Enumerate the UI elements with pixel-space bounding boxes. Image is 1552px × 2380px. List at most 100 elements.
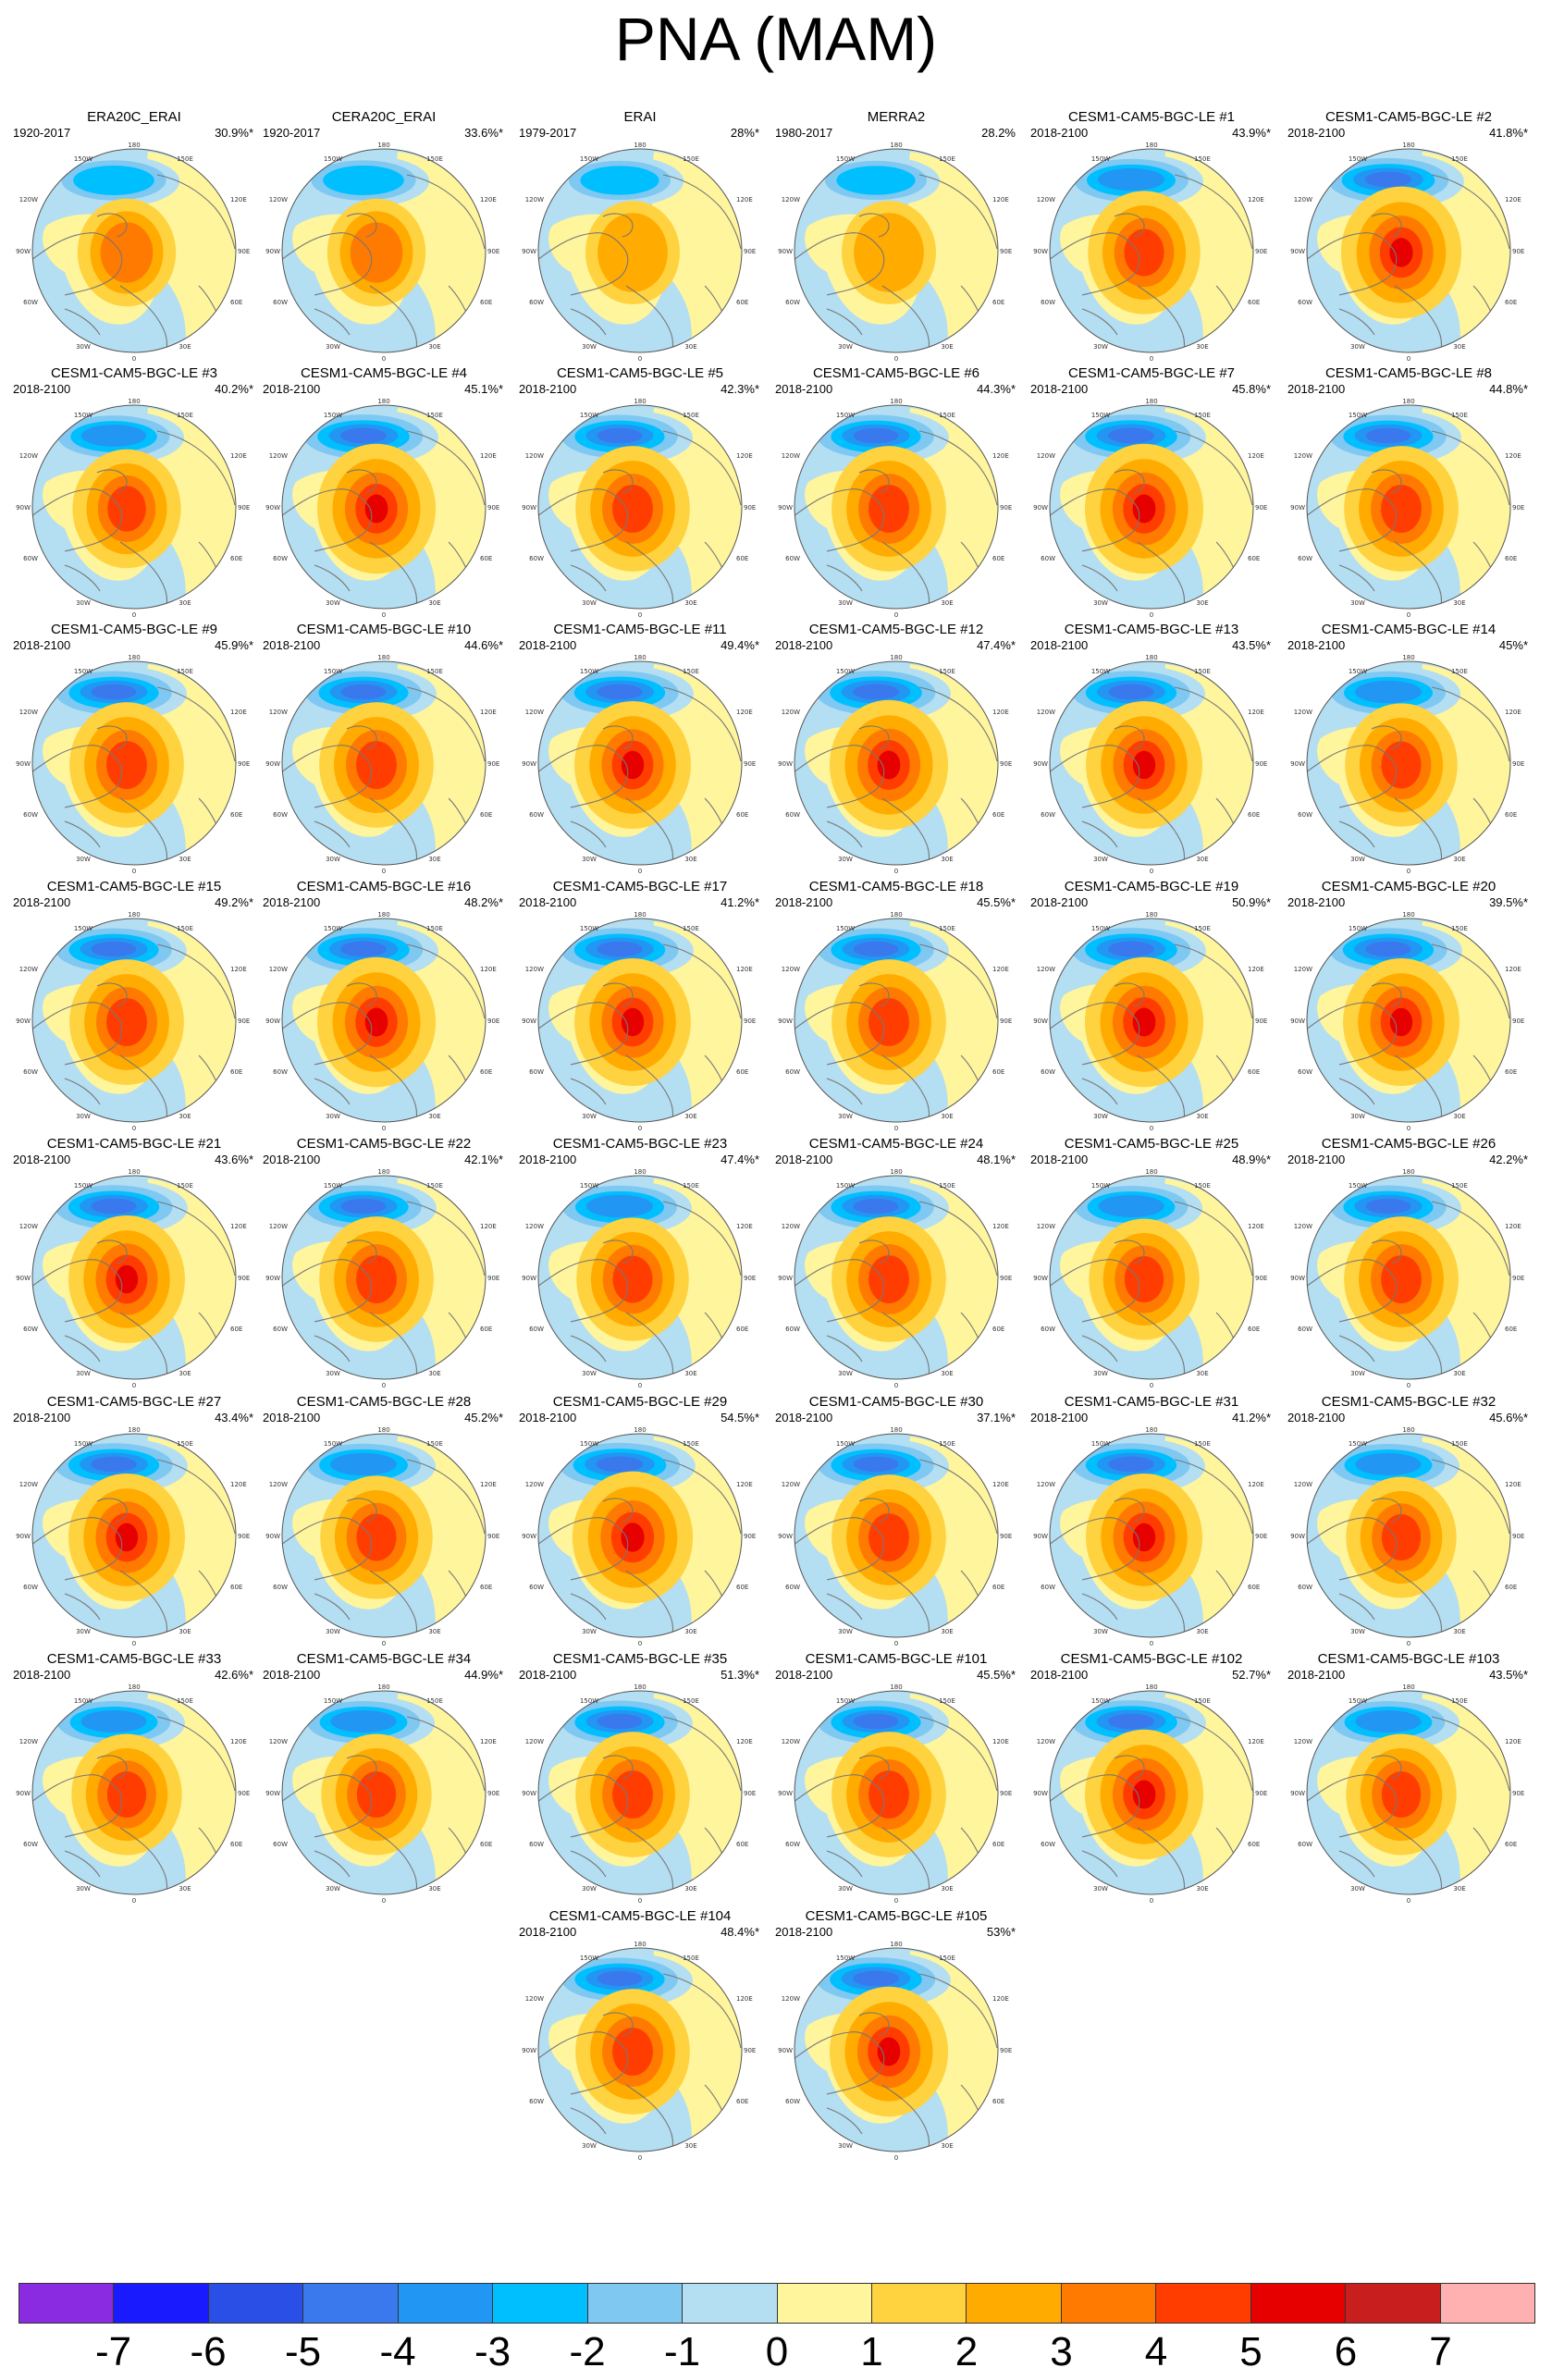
longitude-label: 60E (736, 811, 748, 819)
longitude-label: 90E (1255, 1790, 1267, 1797)
longitude-label: 60E (736, 1326, 748, 1333)
longitude-label: 0 (1150, 1640, 1153, 1647)
panel-title: CESM1-CAM5-BGC-LE #23 (552, 1136, 728, 1152)
longitude-label: 180 (890, 1941, 902, 1948)
map-panel: 180 150W 150E 120W 120E 90W 90E 60W 60E 30W 30E 0 CE… (259, 365, 509, 626)
longitude-label: 150E (426, 1697, 443, 1705)
polar-map: 180 150W 150E 120W 120E 90W 90E 60W 60E 30W 30E 0 (1033, 142, 1267, 363)
longitude-label: 90E (1255, 1275, 1267, 1282)
longitude-label: 60W (273, 555, 288, 562)
longitude-label: 60E (992, 299, 1004, 306)
longitude-label: 90E (744, 1275, 756, 1282)
longitude-label: 90W (778, 1533, 793, 1540)
longitude-label: 0 (1407, 1640, 1410, 1647)
colorbar-tick-label: -1 (663, 2329, 701, 2374)
longitude-label: 150E (1451, 925, 1468, 932)
longitude-label: 90W (1033, 1017, 1048, 1025)
longitude-label: 150W (836, 412, 855, 419)
panel-variance-percent: 41.2%* (1232, 1411, 1271, 1424)
longitude-label: 30E (428, 1885, 440, 1893)
panel-title: CESM1-CAM5-BGC-LE #5 (556, 365, 724, 381)
panel-variance-percent: 43.4%* (215, 1411, 253, 1424)
longitude-label: 90E (1000, 1533, 1012, 1540)
map-panel: 180 150W 150E 120W 120E 90W 90E 60W 60E 30W 30E 0 CE… (1027, 1136, 1276, 1397)
longitude-label: 120W (1037, 1738, 1055, 1745)
panel-period: 2018-2100 (1287, 1411, 1346, 1424)
panel-period: 2018-2100 (519, 1925, 577, 1939)
polar-map: 180 150W 150E 120W 120E 90W 90E 60W 60E 30W 30E 0 (522, 1168, 756, 1389)
longitude-label: 90W (265, 248, 280, 255)
longitude-label: 120E (736, 1995, 753, 2003)
longitude-label: 30W (326, 1113, 340, 1120)
longitude-label: 30E (684, 599, 696, 607)
map-panel: 180 150W 150E 120W 120E 90W 90E 60W 60E 30W 30E 0 CE… (1027, 622, 1276, 882)
longitude-label: 90W (522, 1790, 536, 1797)
longitude-label: 30W (582, 1370, 597, 1377)
longitude-label: 90W (1033, 1275, 1048, 1282)
panel-variance-percent: 45.5%* (977, 1668, 1016, 1682)
longitude-label: 60W (1298, 299, 1312, 306)
longitude-label: 90W (265, 1017, 280, 1025)
longitude-label: 120E (230, 1223, 247, 1230)
longitude-label: 150W (74, 925, 92, 932)
polar-map: 180 150W 150E 120W 120E 90W 90E 60W 60E 30W 30E 0 (16, 142, 250, 363)
longitude-label: 60W (785, 299, 800, 306)
longitude-label: 0 (1150, 1382, 1153, 1389)
longitude-label: 180 (634, 398, 646, 405)
longitude-label: 60W (23, 555, 38, 562)
longitude-label: 150W (1091, 412, 1110, 419)
longitude-label: 30E (179, 599, 191, 607)
longitude-label: 120E (1248, 1223, 1264, 1230)
polar-map: 180 150W 150E 120W 120E 90W 90E 60W 60E 30W 30E 0 (522, 911, 756, 1132)
longitude-label: 30E (941, 1370, 953, 1377)
longitude-label: 150E (426, 1182, 443, 1190)
longitude-label: 120E (1505, 709, 1521, 716)
longitude-label: 90W (16, 1275, 31, 1282)
map-panel: 180 150W 150E 120W 120E 90W 90E 60W 60E 30W 30E 0 CE… (515, 1908, 765, 2169)
map-panel: 180 150W 150E 120W 120E 90W 90E 60W 60E 30W 30E 0 CE… (259, 109, 509, 370)
panel-title: CESM1-CAM5-BGC-LE #29 (552, 1394, 728, 1410)
longitude-label: 60E (736, 2098, 748, 2105)
map-panel: 180 150W 150E 120W 120E 90W 90E 60W 60E 30W 30E 0 CE… (771, 1651, 1021, 1912)
panel-title: CESM1-CAM5-BGC-LE #10 (296, 622, 472, 637)
longitude-label: 30W (582, 599, 597, 607)
panel-title: MERRA2 (867, 109, 926, 125)
longitude-label: 150W (580, 925, 598, 932)
longitude-label: 60E (992, 555, 1004, 562)
longitude-label: 60W (1298, 555, 1312, 562)
longitude-label: 60W (273, 299, 288, 306)
colorbar-swatch (967, 2284, 1062, 2323)
panel-title: CESM1-CAM5-BGC-LE #22 (296, 1136, 472, 1152)
longitude-label: 150E (939, 1697, 955, 1705)
longitude-label: 0 (1150, 1125, 1153, 1132)
longitude-label: 180 (1145, 654, 1157, 661)
longitude-label: 60E (230, 299, 242, 306)
longitude-label: 180 (890, 1683, 902, 1691)
longitude-label: 120W (19, 1481, 38, 1488)
longitude-label: 0 (638, 1382, 642, 1389)
longitude-label: 30W (1350, 1885, 1365, 1893)
panel-period: 1920-2017 (13, 126, 71, 140)
polar-map: 180 150W 150E 120W 120E 90W 90E 60W 60E 30W 30E 0 (16, 1168, 250, 1389)
longitude-label: 180 (1402, 654, 1414, 661)
panel-period: 1979-2017 (519, 126, 577, 140)
longitude-label: 90W (1290, 504, 1305, 512)
map-panel: 180 150W 150E 120W 120E 90W 90E 60W 60E 30W 30E 0 CE… (259, 879, 509, 1140)
polar-map: 180 150W 150E 120W 120E 90W 90E 60W 60E 30W 30E 0 (1290, 1168, 1524, 1389)
panel-title: CESM1-CAM5-BGC-LE #3 (50, 365, 218, 381)
longitude-label: 120W (269, 452, 288, 460)
longitude-label: 60W (273, 811, 288, 819)
longitude-label: 30E (941, 856, 953, 863)
panel-period: 2018-2100 (519, 382, 577, 396)
longitude-label: 150W (324, 1440, 342, 1448)
colorbar-swatch (19, 2284, 115, 2323)
longitude-label: 120W (19, 1223, 38, 1230)
colorbar-swatch (303, 2284, 399, 2323)
map-panel: 180 150W 150E 120W 120E 90W 90E 60W 60E 30W 30E 0 CE… (9, 1394, 259, 1655)
panel-title: CESM1-CAM5-BGC-LE #14 (1321, 622, 1497, 637)
panel-variance-percent: 45.2%* (464, 1411, 503, 1424)
panel-period: 2018-2100 (13, 1411, 71, 1424)
panel-variance-percent: 44.3%* (977, 382, 1016, 396)
longitude-label: 30E (179, 1885, 191, 1893)
panel-variance-percent: 48.9%* (1232, 1153, 1271, 1166)
